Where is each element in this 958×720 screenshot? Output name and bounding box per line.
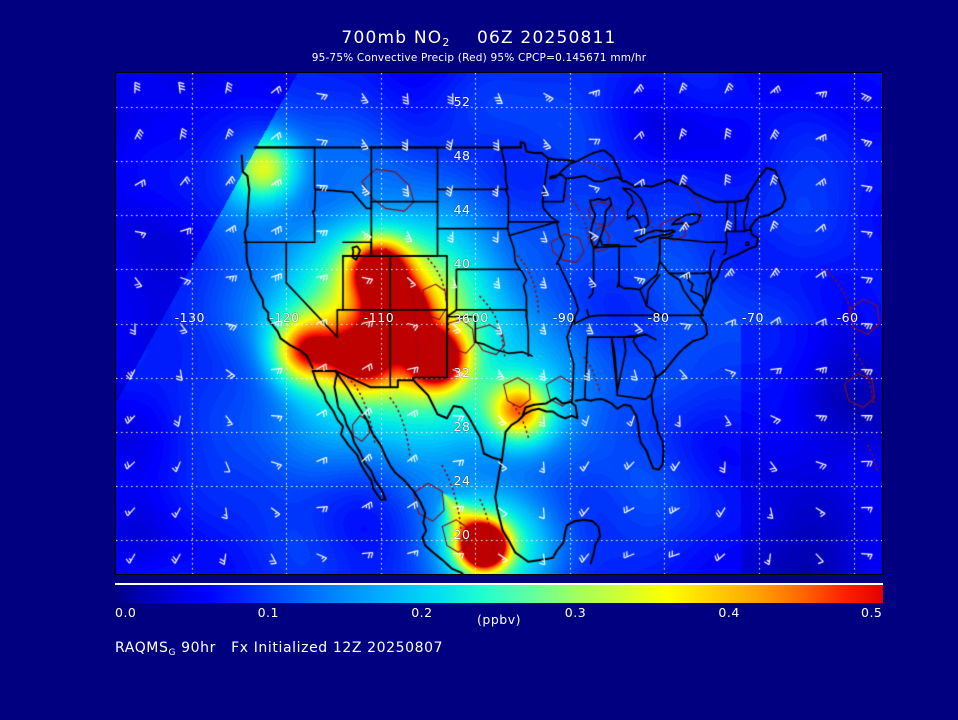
page-subtitle: 95-75% Convective Precip (Red) 95% CPCP=… [311,52,647,64]
colorbar-tick-label: 0.1 [257,605,279,620]
footer-model-subscript: G [168,648,177,658]
title-subscript: 2 [442,36,451,49]
colorbar-tick-label: 0.2 [411,605,433,620]
footer-text: 90hr Fx Initialized 12Z 20250807 [176,640,444,656]
colorbar-tick-label: 0.4 [718,605,740,620]
footer-caption: RAQMSG 90hr Fx Initialized 12Z 20250807 [115,640,444,658]
footer-model: RAQMS [115,640,169,656]
page-title: 700mb NO2 06Z 20250811 [0,28,958,49]
no2-heatmap-canvas [116,73,882,574]
map-panel[interactable]: -130 -120 -110 -100 -90 -80 -70 -60 52 48 44 40 36 32… [115,72,883,575]
colorbar: 0.0 0.1 0.2 0.3 0.4 0.5 [115,583,883,620]
title-variable: 700mb NO [341,28,443,48]
colorbar-tick-label: 0.0 [115,605,137,620]
colorbar-tick-label: 0.3 [564,605,587,620]
title-valid-time: 06Z 20250811 [476,28,617,48]
colorbar-tick-label: 0.5 [861,605,883,620]
colorbar-units-label: (ppbv) [477,612,521,627]
colorbar-gradient [115,583,883,603]
